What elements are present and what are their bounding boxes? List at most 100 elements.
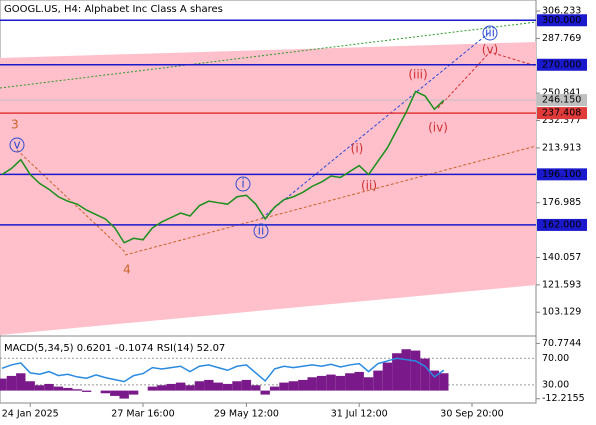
macd-bar	[241, 379, 252, 391]
macd-bar	[147, 386, 158, 391]
level-label-box	[537, 168, 587, 181]
wave-path	[437, 51, 537, 109]
channel	[0, 42, 536, 335]
macd-bar	[25, 381, 35, 391]
level-label-box	[537, 107, 587, 120]
wave-label: (ii)	[361, 179, 377, 193]
level-label: 300.000	[542, 15, 581, 26]
y-tick-label: 121.593	[542, 279, 581, 290]
macd-bar	[410, 350, 421, 391]
trend-line	[124, 145, 537, 256]
macd-bar	[157, 385, 167, 391]
wave-circle	[253, 223, 269, 239]
wave-label: v	[13, 138, 20, 152]
macd-bar	[232, 381, 242, 391]
indicator-tick-label: 70.00	[542, 353, 569, 364]
macd-bar	[6, 375, 17, 391]
indicator-label: MACD(5,34,5) 0.6201 -0.1074 RSI(14) 52.0…	[4, 343, 225, 354]
macd-bar	[222, 383, 233, 391]
y-tick-label: 250.841	[542, 88, 581, 99]
x-tick-label: 30 Sep 20:00	[440, 409, 503, 420]
level-label-box	[537, 14, 587, 27]
macd-bar	[185, 385, 195, 391]
chart-title: GOOGL.US, H4: Alphabet Inc Class A share…	[4, 4, 223, 15]
macd-bar	[119, 390, 129, 399]
macd-bar	[298, 379, 308, 391]
wave-label: (v)	[482, 43, 498, 57]
macd-bar	[128, 390, 139, 395]
wave-label: (iv)	[428, 121, 448, 135]
macd-bar	[288, 381, 299, 391]
x-tick-label: 27 Mar 16:00	[111, 409, 174, 420]
macd-bar	[316, 375, 327, 391]
y-tick-label: 103.129	[542, 307, 581, 318]
macd-bar	[260, 390, 270, 395]
wave-label: ii	[258, 224, 265, 238]
level-label: 237.408	[542, 108, 581, 119]
level-label: 246.150	[542, 95, 581, 106]
y-tick-label: 213.913	[542, 142, 581, 153]
macd-bar	[204, 379, 214, 391]
macd-bar	[213, 382, 223, 391]
macd-bar	[166, 383, 176, 391]
wave-label: (iii)	[408, 68, 427, 82]
rsi-line	[1, 357, 445, 383]
macd-bar	[81, 390, 92, 392]
macd-bar	[0, 378, 7, 391]
macd-bar	[269, 386, 280, 391]
level-label-box	[537, 94, 587, 107]
price-line	[1, 90, 445, 244]
macd-bar	[16, 373, 26, 391]
macd-bar	[63, 387, 73, 391]
macd-bar	[194, 381, 205, 391]
wave-label: 3	[11, 118, 19, 132]
level-label: 162.000	[542, 219, 581, 230]
macd-bar	[110, 390, 120, 396]
macd-bar	[175, 382, 186, 391]
wave-path	[261, 31, 491, 219]
x-tick-label: 29 May 12:00	[214, 409, 279, 420]
x-tick-label: 24 Jan 2025	[2, 409, 59, 420]
macd-bar	[429, 370, 440, 391]
wave-label: iii	[485, 26, 495, 40]
macd-bar	[420, 358, 430, 391]
macd-bar	[392, 353, 402, 391]
indicator-tick-label: 70.7744	[542, 338, 581, 349]
indicator-tick-label: -12.2155	[542, 393, 585, 404]
level-label-box	[537, 218, 587, 231]
y-tick-label: 306.233	[542, 6, 581, 17]
macd-bar	[401, 349, 411, 391]
macd-bar	[72, 389, 82, 391]
y-tick-label: 176.985	[542, 197, 581, 208]
macd-bar	[354, 371, 364, 391]
level-label-box	[537, 58, 587, 71]
macd-bar	[363, 377, 374, 391]
wave-circle	[235, 176, 251, 192]
macd-bar	[34, 385, 45, 391]
x-tick-label: 31 Jul 12:00	[331, 409, 388, 420]
macd-bar	[335, 375, 346, 391]
level-label: 196.100	[542, 169, 581, 180]
macd-bar	[251, 385, 261, 391]
wave-circle	[482, 25, 498, 41]
macd-bar	[100, 390, 111, 394]
wave-label: 4	[123, 263, 131, 277]
macd-bar	[307, 377, 317, 391]
macd-bar	[279, 382, 289, 391]
macd-bar	[439, 373, 449, 391]
indicator-tick-label: 30.00	[542, 379, 569, 390]
wave-label: (i)	[351, 142, 364, 156]
macd-bar	[382, 362, 393, 391]
macd-bar	[345, 373, 355, 391]
macd-bar	[326, 374, 336, 391]
wave-label: i	[241, 177, 244, 191]
y-tick-label: 140.057	[542, 252, 581, 263]
level-label: 270.000	[542, 59, 581, 70]
macd-bar	[44, 383, 54, 391]
macd-bar	[373, 370, 383, 391]
y-tick-label: 287.769	[542, 33, 581, 44]
wave-circle	[9, 137, 25, 153]
y-tick-label: 232.377	[542, 115, 581, 126]
